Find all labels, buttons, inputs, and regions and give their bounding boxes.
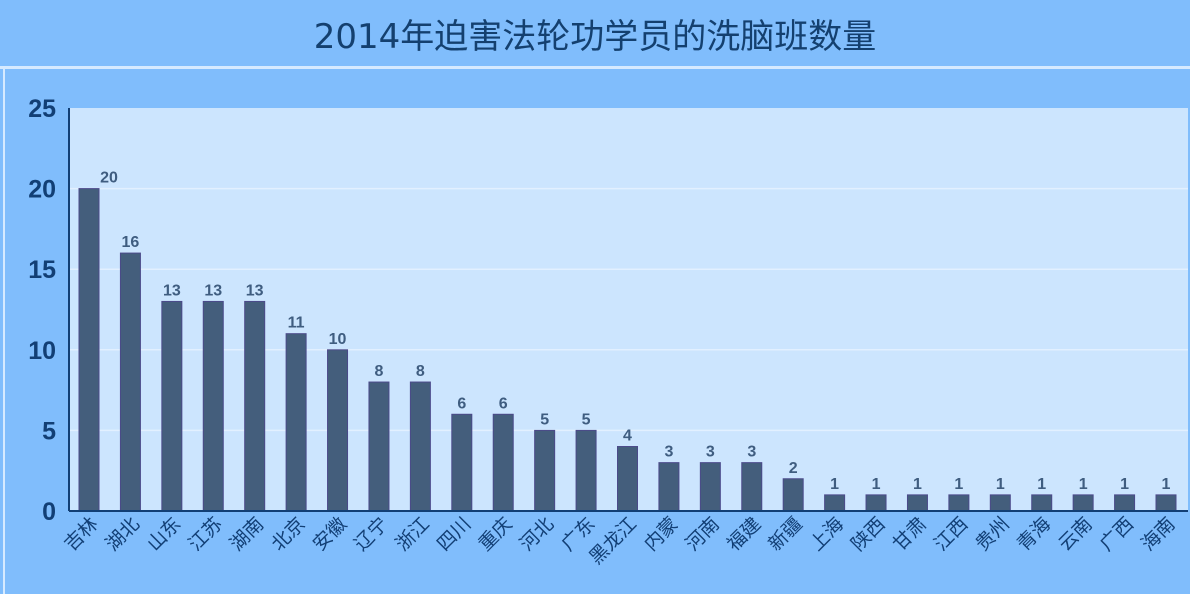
data-label: 6 — [457, 395, 466, 412]
y-tick-label: 0 — [42, 498, 56, 526]
data-label: 8 — [416, 363, 425, 380]
y-tick-label: 15 — [28, 256, 56, 284]
x-tick-label: 河南 — [681, 513, 723, 555]
bar — [989, 494, 1011, 512]
data-label: 1 — [1162, 476, 1171, 493]
data-label: 4 — [623, 428, 632, 445]
data-label: 1 — [1120, 476, 1129, 493]
bar — [285, 333, 307, 512]
x-tick-label: 浙江 — [391, 513, 433, 555]
bar — [451, 413, 473, 512]
data-label: 1 — [996, 476, 1005, 493]
bar — [492, 413, 514, 512]
bar — [202, 300, 224, 512]
x-tick-label: 湖南 — [226, 513, 268, 555]
bar — [617, 446, 638, 512]
bar — [409, 381, 431, 512]
bar — [824, 494, 846, 512]
x-tick-label: 内蒙 — [640, 513, 682, 555]
bar — [1155, 494, 1177, 512]
x-tick-label: 湖北 — [102, 513, 144, 555]
title-bar: 2014年迫害法轮功学员的洗脑班数量 — [0, 0, 1190, 69]
bar — [119, 252, 141, 512]
bar — [534, 429, 556, 512]
bar — [1072, 494, 1094, 512]
x-tick-label: 上海 — [806, 513, 848, 555]
x-tick-label: 新疆 — [764, 513, 806, 555]
data-label: 8 — [375, 363, 384, 380]
data-label: 1 — [954, 476, 963, 493]
x-tick-label: 贵州 — [971, 513, 1013, 555]
data-label: 5 — [582, 411, 591, 428]
y-tick-label: 25 — [28, 95, 56, 123]
x-tick-label: 辽宁 — [350, 513, 392, 555]
x-tick-label: 福建 — [723, 513, 765, 555]
chart-title: 2014年迫害法轮功学员的洗脑班数量 — [313, 16, 877, 57]
data-label: 6 — [499, 395, 508, 412]
x-tick-label: 重庆 — [474, 513, 516, 555]
y-tick-label: 5 — [42, 417, 56, 445]
data-label: 20 — [100, 170, 118, 187]
data-label: 13 — [246, 282, 264, 299]
x-tick-label: 江西 — [930, 513, 972, 555]
data-label: 5 — [540, 411, 549, 428]
bar — [948, 494, 970, 512]
data-label: 1 — [913, 476, 922, 493]
bar — [658, 462, 680, 512]
bar — [699, 462, 721, 512]
data-label: 3 — [706, 444, 715, 461]
bar — [368, 381, 390, 512]
bar — [865, 494, 887, 512]
x-tick-label: 云南 — [1054, 513, 1096, 555]
data-label: 13 — [204, 282, 222, 299]
data-label: 13 — [163, 282, 181, 299]
bar — [906, 494, 928, 512]
data-label: 11 — [288, 315, 305, 332]
bar — [78, 188, 100, 512]
data-label: 10 — [329, 331, 347, 348]
data-label: 1 — [872, 476, 881, 493]
x-tick-label: 河北 — [516, 513, 558, 555]
y-tick-label: 10 — [28, 337, 56, 365]
x-tick-label: 北京 — [267, 513, 309, 555]
x-tick-label: 海南 — [1137, 513, 1179, 555]
x-tick-label: 青海 — [1013, 513, 1055, 555]
data-label: 2 — [789, 460, 798, 477]
data-label: 3 — [664, 444, 673, 461]
x-tick-label: 甘肃 — [889, 513, 931, 555]
bar — [161, 300, 183, 512]
x-tick-label: 黑龙江 — [585, 513, 641, 569]
x-tick-label: 广西 — [1096, 513, 1138, 555]
bar — [244, 300, 266, 512]
data-label: 1 — [830, 476, 839, 493]
data-label: 1 — [1079, 476, 1088, 493]
bar — [1114, 494, 1136, 512]
x-tick-label: 陕西 — [847, 513, 889, 555]
x-tick-label: 四川 — [433, 513, 475, 555]
y-tick-label: 20 — [28, 176, 56, 204]
data-label: 3 — [747, 444, 756, 461]
x-tick-label: 山东 — [143, 513, 185, 555]
bar — [741, 462, 763, 512]
data-label: 16 — [122, 234, 140, 251]
x-tick-label: 安徽 — [309, 513, 351, 555]
bar — [1031, 494, 1053, 512]
x-tick-label: 江苏 — [184, 513, 226, 555]
chart-panel — [3, 69, 1190, 594]
x-tick-label: 吉林 — [60, 513, 102, 555]
bar — [575, 429, 597, 512]
data-label: 1 — [1037, 476, 1046, 493]
bar — [327, 349, 349, 512]
bar — [782, 478, 804, 512]
